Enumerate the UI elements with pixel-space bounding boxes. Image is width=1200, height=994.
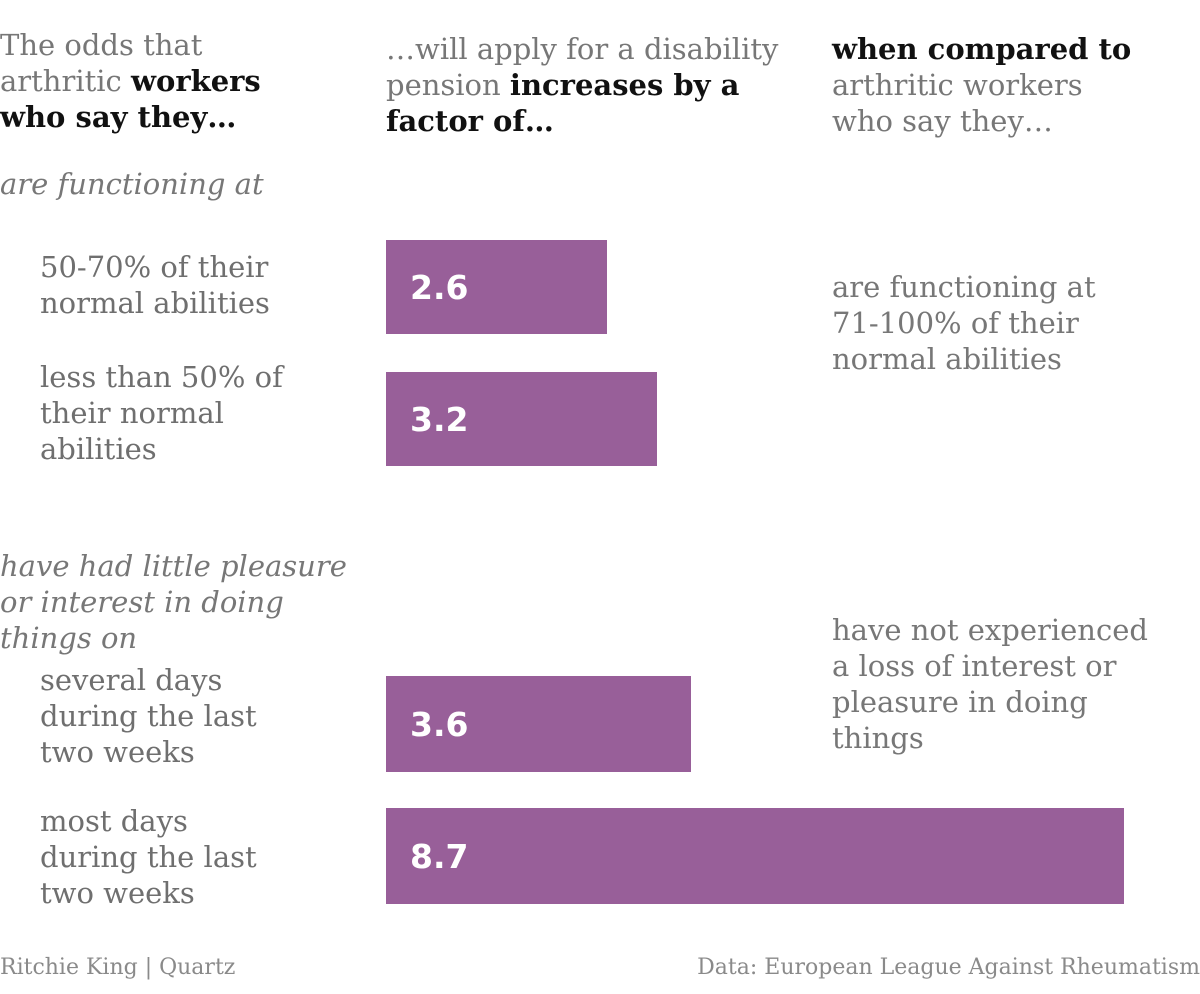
bar-value-label: 3.6	[410, 704, 469, 744]
bar-value-label: 3.2	[410, 399, 469, 439]
header-col3-bold: when compared to	[832, 32, 1132, 66]
bar: 3.2	[386, 372, 657, 466]
header-col3-post: arthritic workers who say they…	[832, 68, 1083, 138]
row-label: several days during the last two weeks	[40, 663, 257, 769]
bar-value-label: 2.6	[410, 267, 469, 307]
header-col2: …will apply for a disability pension inc…	[386, 31, 786, 139]
comparison-pleasure: have not experienced a loss of interest …	[832, 613, 1148, 755]
bar: 8.7	[386, 808, 1124, 904]
bar: 3.6	[386, 676, 691, 772]
row-label: 50-70% of their normal abilities	[40, 250, 270, 320]
bar: 2.6	[386, 240, 607, 334]
row-label: most days during the last two weeks	[40, 804, 257, 910]
header-col2-bold: increases by a factor of…	[386, 68, 740, 138]
section-label-pleasure: have had little pleasure or interest in …	[0, 549, 347, 655]
header-col1-bold: workers who say they…	[0, 64, 261, 134]
header-col2-pre: …will apply for a disability pension	[386, 32, 779, 102]
section-label-functioning: are functioning at	[0, 167, 264, 201]
footer-source: Data: European League Against Rheumatism	[697, 955, 1200, 980]
footer-credit: Ritchie King | Quartz	[0, 955, 236, 980]
header-col1-pre: The odds that arthritic	[0, 28, 203, 98]
header-col1: The odds that arthritic workers who say …	[0, 27, 280, 135]
row-label: less than 50% of their normal abilities	[40, 360, 283, 466]
bar-value-label: 8.7	[410, 836, 469, 876]
header-col3: when compared to arthritic workers who s…	[832, 31, 1132, 139]
comparison-functioning: are functioning at 71-100% of their norm…	[832, 270, 1096, 376]
